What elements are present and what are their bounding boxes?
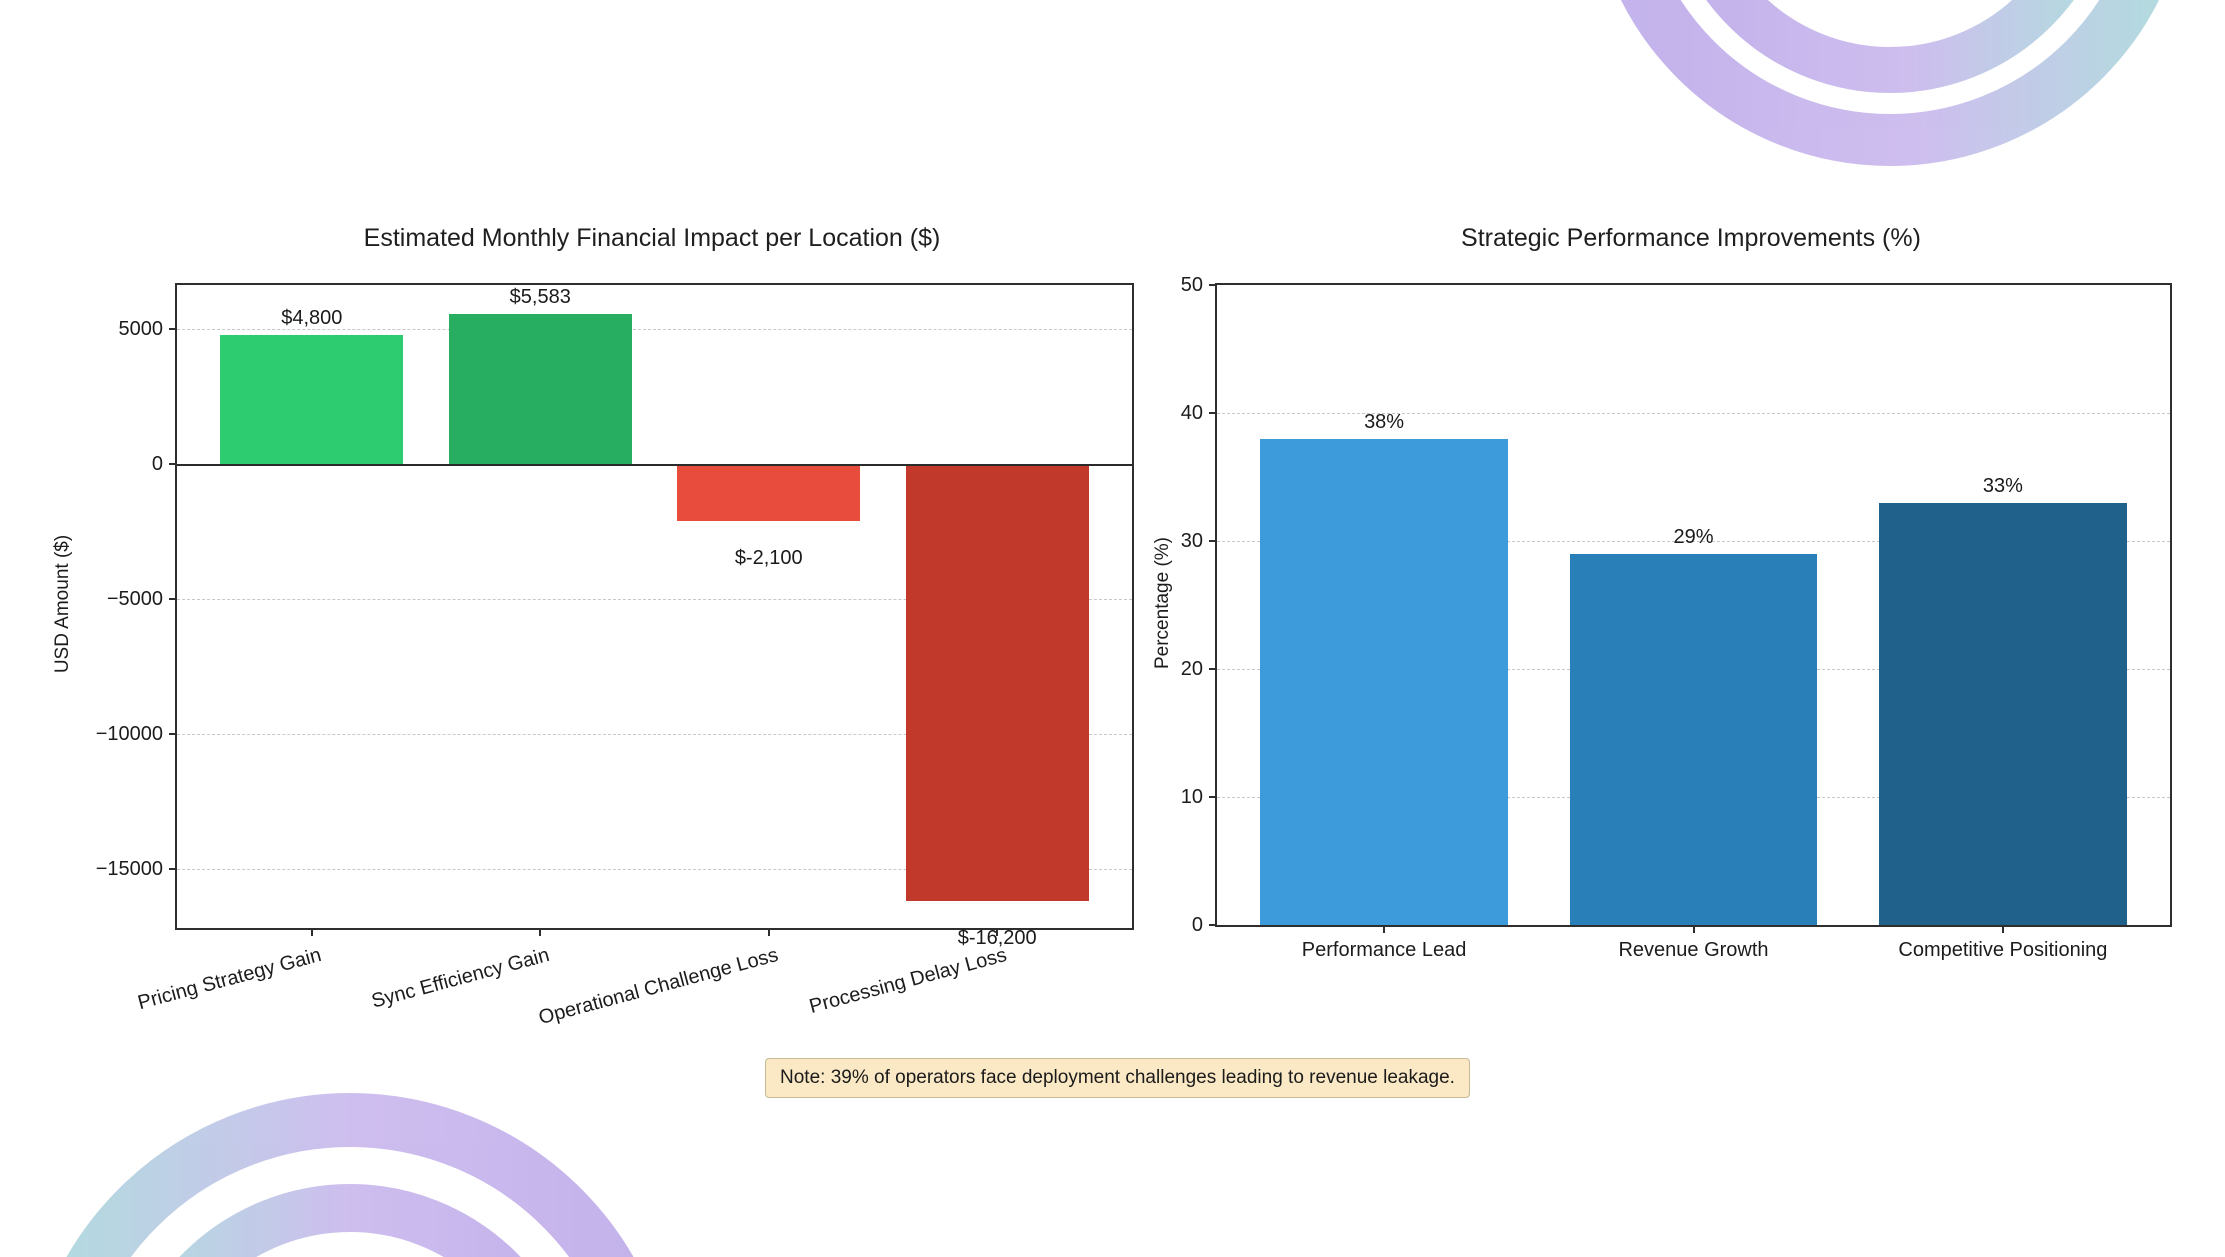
plot-area-financial-impact: 5000 0 −5000 −10000 −15000 $4,800 Pricing Stra… — [96, 283, 1134, 1029]
x-tick-label: Sync Efficiency Gain — [369, 944, 552, 1013]
chart-title-performance-improvements: Strategic Performance Improvements (%) — [1461, 224, 1921, 252]
bar-value-label: $4,800 — [281, 306, 343, 329]
y-tick-label: −15000 — [95, 857, 163, 880]
y-tick-mark — [1209, 924, 1217, 926]
x-tick-mark — [767, 928, 770, 936]
y-axis-label-usd-amount: USD Amount ($) — [52, 534, 73, 674]
y-tick-mark — [1209, 412, 1217, 414]
gridline — [1217, 541, 2170, 542]
plot-area-performance-improvements: 0 10 20 30 40 50 38% Performance Lead 29% Revenue… — [1181, 275, 2172, 961]
y-tick-label: −5000 — [106, 588, 163, 611]
decorative-rings-bottom-left — [66, 1093, 634, 1257]
bar-value-label: $5,583 — [509, 285, 571, 308]
bar-competitive-positioning — [1879, 502, 2127, 925]
x-tick-label: Revenue Growth — [1618, 939, 1769, 961]
y-tick-mark — [169, 598, 177, 601]
y-tick-mark — [1209, 668, 1217, 670]
zero-line — [177, 464, 1132, 467]
gridline — [177, 868, 1132, 870]
decorative-rings-top-right — [1621, 0, 2159, 166]
y-axis-label-percentage: Percentage (%) — [1152, 536, 1173, 670]
note-annotation: Note: 39% of operators face deployment c… — [765, 1058, 1470, 1098]
x-tick-mark — [1692, 925, 1695, 933]
x-tick-label: Processing Delay Loss — [806, 944, 1009, 1018]
gridline — [177, 599, 1132, 601]
y-tick-label: 5000 — [118, 318, 164, 341]
bar-revenue-growth — [1569, 553, 1818, 925]
y-tick-label: 40 — [1180, 402, 1203, 424]
y-tick-label: 0 — [1191, 914, 1203, 936]
y-tick-mark — [169, 732, 177, 735]
y-tick-label: 20 — [1180, 658, 1203, 680]
y-tick-label: 10 — [1180, 786, 1203, 808]
x-tick-mark — [2001, 925, 2004, 933]
bar-value-label: 33% — [1982, 474, 2023, 497]
y-tick-label: 50 — [1180, 274, 1203, 296]
gridline — [177, 329, 1132, 331]
y-tick-label: 30 — [1180, 530, 1203, 552]
y-tick-mark — [1209, 796, 1217, 798]
y-tick-mark — [169, 328, 177, 331]
gridline — [177, 733, 1132, 735]
bar-value-label: $-2,100 — [734, 546, 803, 569]
x-tick-mark — [310, 928, 313, 936]
bar-value-label: $-16,200 — [957, 927, 1037, 950]
x-tick-label: Performance Lead — [1301, 939, 1467, 961]
x-tick-mark — [996, 928, 999, 936]
bar-performance-lead — [1260, 438, 1508, 925]
bar-value-label: 38% — [1364, 410, 1405, 433]
x-tick-label: Competitive Positioning — [1898, 939, 2108, 961]
y-tick-mark — [1209, 284, 1217, 286]
bar-value-label: 29% — [1673, 525, 1714, 548]
bar-sync-efficiency-gain — [448, 313, 632, 465]
bar-pricing-strategy-gain — [220, 334, 404, 465]
gridline — [1217, 413, 2170, 414]
chart-title-financial-impact: Estimated Monthly Financial Impact per L… — [363, 224, 941, 252]
x-tick-mark — [539, 928, 542, 936]
bar-processing-delay-loss — [905, 464, 1089, 902]
y-tick-mark — [1209, 540, 1217, 542]
y-tick-label: 0 — [151, 453, 163, 476]
y-tick-label: −10000 — [95, 722, 163, 745]
y-tick-mark — [169, 867, 177, 870]
x-tick-label: Pricing Strategy Gain — [135, 944, 324, 1015]
x-tick-label: Operational Challenge Loss — [536, 944, 781, 1030]
x-tick-mark — [1383, 925, 1386, 933]
bar-operational-challenge-loss — [677, 464, 861, 521]
y-tick-mark — [169, 463, 177, 466]
